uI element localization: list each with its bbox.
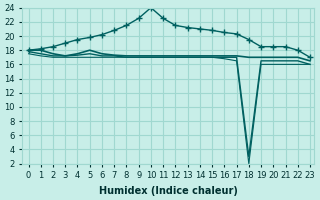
X-axis label: Humidex (Indice chaleur): Humidex (Indice chaleur) (99, 186, 237, 196)
